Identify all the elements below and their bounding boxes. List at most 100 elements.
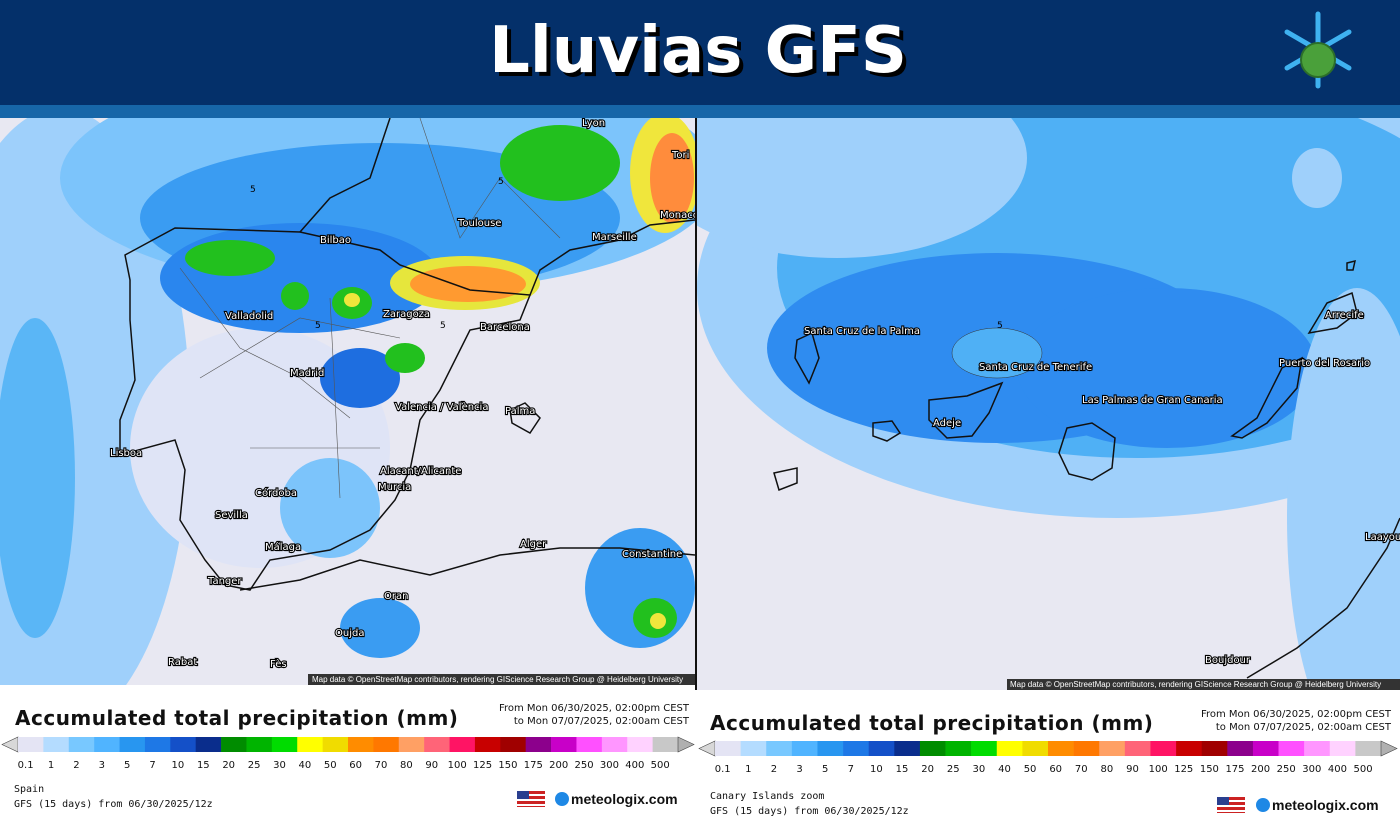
city-label: Oujda bbox=[335, 628, 364, 639]
colorbar-swatch bbox=[271, 737, 298, 752]
contour-label: 5 bbox=[498, 177, 504, 187]
colorbar-tick-label: 100 bbox=[448, 760, 467, 771]
colorbar-swatch bbox=[1150, 741, 1177, 756]
colorbar-tick-label: 10 bbox=[870, 764, 883, 775]
attribution-bg bbox=[1007, 679, 1400, 690]
region: Canary Islands zoom bbox=[710, 791, 824, 802]
colorbar-swatch bbox=[119, 737, 146, 752]
colorbar-swatch bbox=[996, 741, 1023, 756]
colorbar-swatch bbox=[246, 737, 273, 752]
colorbar-swatch bbox=[652, 737, 679, 752]
colorbar-tick-label: 100 bbox=[1149, 764, 1168, 775]
flag bbox=[517, 791, 545, 807]
city-label: Las Palmas de Gran Canaria bbox=[1082, 395, 1223, 406]
colorbar-swatch bbox=[18, 737, 44, 752]
colorbar-swatch bbox=[627, 737, 653, 752]
colorbar-tick-label: 30 bbox=[972, 764, 985, 775]
colorbar-tick-label: 0.1 bbox=[18, 760, 34, 771]
colorbar-arrow-left bbox=[1, 736, 19, 753]
colorbar-swatch bbox=[322, 737, 349, 752]
colorbar-swatch bbox=[715, 741, 741, 756]
colorbar-tick-label: 150 bbox=[1200, 764, 1219, 775]
colorbar-swatch bbox=[1355, 741, 1382, 756]
city-label: Valencia / València bbox=[395, 401, 488, 413]
colorbar-swatch bbox=[1329, 741, 1356, 756]
model-run: GFS (15 days) from 06/30/2025/12z bbox=[14, 799, 213, 810]
colorbar-tick-label: 25 bbox=[248, 760, 261, 771]
colorbar-swatch bbox=[894, 741, 921, 756]
colorbar-swatch bbox=[398, 737, 425, 752]
colorbar-tick-label: 5 bbox=[822, 764, 828, 775]
colorbar-tick-label: 175 bbox=[524, 760, 543, 771]
colorbar-tick-label: 500 bbox=[1354, 764, 1373, 775]
colorbar-tick-label: 400 bbox=[625, 760, 644, 771]
colorbar-arrow-right bbox=[1380, 740, 1398, 757]
map-canary: 5 Santa Cruz de la Palma Santa Cruz de T… bbox=[697, 118, 1400, 690]
city-label: Marseille bbox=[592, 232, 637, 243]
colorbar-swatch bbox=[1124, 741, 1151, 756]
colorbar-tick-label: 3 bbox=[99, 760, 105, 771]
city-label: Constantine bbox=[622, 549, 682, 560]
colorbar-tick-label: 7 bbox=[149, 760, 155, 771]
city-label: Toulouse bbox=[457, 218, 501, 229]
period-to: to Mon 07/07/2025, 02:00am CEST bbox=[514, 716, 690, 727]
city-label: Tanger bbox=[207, 576, 242, 587]
colorbar-tick-label: 25 bbox=[947, 764, 960, 775]
city-label: Santa Cruz de la Palma bbox=[804, 326, 920, 337]
colorbar-tick-label: 200 bbox=[1251, 764, 1270, 775]
colorbar-tick-label: 175 bbox=[1225, 764, 1244, 775]
city-label: Lisboa bbox=[110, 448, 142, 459]
colorbar-tick-label: 400 bbox=[1328, 764, 1347, 775]
colorbar-arrow-left bbox=[698, 740, 716, 757]
colorbar-tick-label: 40 bbox=[298, 760, 311, 771]
colorbar-swatch bbox=[1048, 741, 1074, 756]
region: Spain bbox=[14, 784, 44, 795]
colorbar-swatch bbox=[576, 737, 603, 752]
contour-labels: 5 5 5 5 bbox=[250, 177, 504, 331]
contour-label: 5 bbox=[250, 185, 256, 195]
colorbar-swatch bbox=[348, 737, 374, 752]
colorbar-swatch bbox=[766, 741, 793, 756]
colorbar-tick-label: 125 bbox=[473, 760, 492, 771]
colorbar-tick-label: 70 bbox=[375, 760, 388, 771]
colorbar-swatch bbox=[740, 741, 767, 756]
colorbar-tick-label: 90 bbox=[1126, 764, 1139, 775]
city-label: Monaco bbox=[660, 210, 695, 221]
city-labels: Santa Cruz de la Palma Santa Cruz de Ten… bbox=[803, 309, 1400, 667]
colorbar-tick-label: 30 bbox=[273, 760, 286, 771]
city-label: Málaga bbox=[265, 541, 301, 553]
period-from: From Mon 06/30/2025, 02:00pm CEST bbox=[1201, 709, 1392, 720]
city-label: Alacant/Alicante bbox=[380, 466, 461, 477]
colorbar-tick-label: 50 bbox=[324, 760, 337, 771]
colorbar-swatch bbox=[817, 741, 844, 756]
city-label: Arrecife bbox=[1325, 310, 1364, 321]
title: Lluvias GFS bbox=[489, 14, 907, 88]
city-label: Adeje bbox=[933, 418, 961, 429]
divider bbox=[695, 118, 697, 690]
colorbar-tick-label: 300 bbox=[1302, 764, 1321, 775]
colorbar-tick-label: 7 bbox=[848, 764, 854, 775]
colorbar-tick-label: 60 bbox=[349, 760, 362, 771]
colorbar-swatch bbox=[551, 737, 577, 752]
colorbar-arrow-right bbox=[677, 736, 695, 753]
colorbar-swatch bbox=[1201, 741, 1228, 756]
colorbar-swatch bbox=[221, 737, 247, 752]
colorbar-swatch bbox=[945, 741, 972, 756]
header-strip bbox=[0, 105, 1400, 118]
colorbar-tick-label: 2 bbox=[73, 760, 79, 771]
header: Lluvias GFS Lluvias GFS bbox=[0, 0, 1400, 118]
coastlines bbox=[119, 118, 695, 591]
colorbar-swatch bbox=[500, 737, 526, 752]
colorbar-tick-label: 2 bbox=[771, 764, 777, 775]
city-label: Boujdour bbox=[1205, 655, 1251, 666]
city-label: Murcia bbox=[378, 482, 411, 493]
attribution: Map data © OpenStreetMap contributors, r… bbox=[1010, 680, 1381, 689]
colorbar-swatch bbox=[1022, 741, 1049, 756]
logo bbox=[1284, 11, 1352, 89]
city-label: Palma bbox=[505, 406, 535, 417]
colorbar-tick-label: 300 bbox=[600, 760, 619, 771]
colorbar-swatch bbox=[525, 737, 552, 752]
colorbar-swatch bbox=[1304, 741, 1331, 756]
colorbar-swatch bbox=[68, 737, 95, 752]
